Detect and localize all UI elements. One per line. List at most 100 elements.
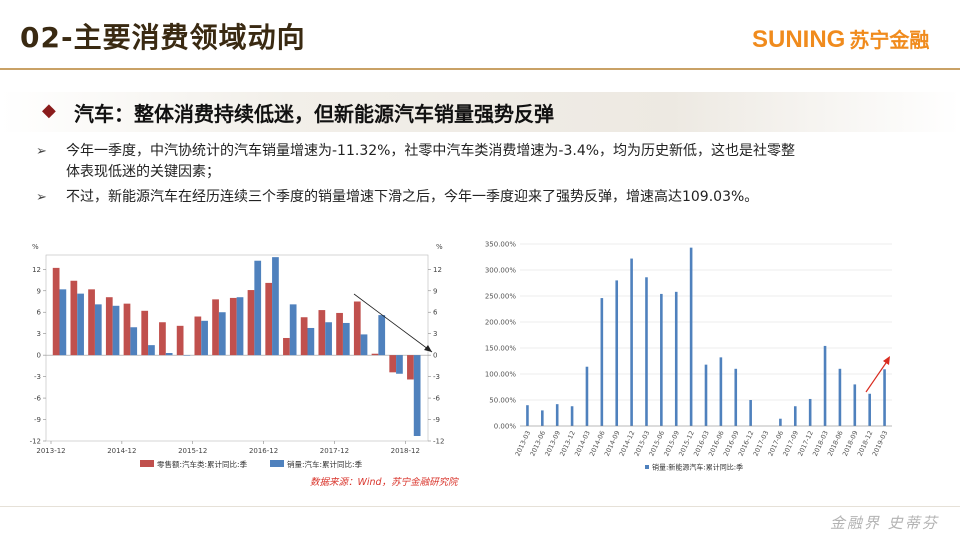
chart1-ytick-label-right: 9 [433, 287, 437, 295]
chart1-ytick-label-right: 3 [433, 330, 437, 338]
sales-bar [130, 327, 138, 356]
nev-bar [734, 368, 738, 426]
sales-bar [396, 355, 403, 374]
nev-bar [704, 364, 708, 426]
chart2-ytick-label: 200.00% [485, 319, 516, 327]
chart1-xtick-label: 2015-12 [178, 447, 207, 455]
nev-bar [555, 404, 559, 426]
retail-bar [176, 325, 184, 356]
chart2-ytick-label: 150.00% [485, 345, 516, 353]
chart1-ytick-label-left: -12 [30, 438, 41, 446]
chart2-ytick-label: 350.00% [485, 241, 516, 249]
retail-bar [194, 316, 202, 356]
retail-bar [265, 282, 273, 356]
retail-bar [105, 297, 113, 356]
retail-bar [52, 267, 60, 356]
nev-bar [883, 369, 886, 426]
chart1-xtick-label: 2017-12 [320, 447, 349, 455]
sales-bar [272, 257, 279, 356]
sales-bar [378, 315, 386, 356]
retail-bar [229, 297, 237, 356]
source-note: 数据来源：Wind，苏宁金融研究院 [310, 476, 459, 488]
sales-bar [342, 322, 350, 356]
retail-bar [283, 337, 290, 356]
nev-bar [585, 366, 589, 426]
chart2-legend-label: 销量:新能源汽车:累计同比:季 [652, 463, 743, 472]
nev-bar [749, 400, 752, 426]
sales-bar [413, 355, 421, 436]
suning-logo: SUNING 苏宁金融 [752, 24, 929, 54]
retail-bar [300, 317, 308, 356]
diamond-bullet-icon: ◆ [42, 100, 56, 121]
nev-bar [808, 398, 812, 426]
arrow-bullet-icon: ➢ [36, 144, 47, 159]
retail-bar [141, 310, 149, 356]
sales-bar [112, 305, 120, 356]
nev-bar [853, 384, 857, 426]
chart1-legend-swatch [270, 460, 284, 467]
chart2-ytick-label: 50.00% [489, 397, 516, 405]
chart1-ytick-label-left: 0 [37, 352, 41, 360]
bullet-text-2: 不过，新能源汽车在经历连续三个季度的销量增速下滑之后，今年一季度迎来了强势反弹，… [66, 187, 926, 208]
chart1-ytick-label-right: -12 [433, 438, 444, 446]
sales-bar [94, 304, 102, 356]
chart1-ytick-label-left: 6 [37, 309, 42, 317]
retail-bar [159, 322, 166, 356]
sales-bar [254, 260, 262, 356]
bullet-1-line-1: 今年一季度，中汽协统计的汽车销量增速为-11.32%，社零中汽车类消费增速为-3… [66, 143, 796, 159]
chart1-ytick-label-left: 9 [37, 287, 41, 295]
sales-bar [201, 320, 208, 356]
sales-bar [289, 304, 297, 356]
chart1-trend-arrow-head [424, 345, 432, 352]
arrow-bullet-icon: ➢ [36, 190, 47, 205]
retail-bar [353, 301, 361, 356]
nev-bar [645, 277, 648, 426]
watermark-signature: 金融界 史蒂芬 [830, 514, 939, 532]
bullet-2-line-1: 不过，新能源汽车在经历连续三个季度的销量增速下滑之后，今年一季度迎来了强势反弹，… [66, 189, 759, 205]
retail-bar [336, 312, 343, 356]
nev-bar [779, 418, 782, 426]
retail-bar [407, 355, 414, 380]
chart1-ytick-label-left: -3 [34, 373, 41, 381]
chart1-ytick-label-left: -9 [34, 416, 41, 424]
chart1-xtick-label: 2018-12 [391, 447, 420, 455]
nev-bar [719, 357, 723, 426]
chart2-ytick-label: 250.00% [485, 293, 516, 301]
nev-bar [689, 247, 693, 426]
title-divider [0, 68, 960, 70]
retail-bar [247, 290, 255, 356]
chart2-ytick-label: 300.00% [485, 267, 516, 275]
chart1-legend-label: 销量:汽车:累计同比:季 [287, 459, 363, 469]
footer-divider [0, 506, 960, 507]
page-title: 02-主要消费领域动向 [20, 21, 306, 54]
retail-bar [318, 310, 326, 356]
subheading-band [0, 92, 960, 132]
sales-bar [183, 355, 191, 356]
retail-bar [389, 355, 397, 373]
sales-bar [77, 293, 84, 356]
logo-text-en: SUNING [752, 26, 846, 53]
nev-bar [793, 406, 797, 426]
retail-bar [70, 280, 78, 356]
chart1-ylabel-right: % [436, 243, 443, 251]
chart1-xtick-label: 2016-12 [249, 447, 278, 455]
retail-bar [212, 299, 219, 356]
sales-bar [325, 322, 332, 356]
nev-bar [526, 405, 529, 426]
chart1-legend-label: 零售额:汽车类:累计同比:季 [157, 459, 248, 469]
chart2-ytick-label: 0.00% [494, 423, 517, 431]
nev-bar [838, 368, 842, 426]
chart2-trend-arrow-line [865, 359, 889, 393]
chart1-ytick-label-right: 0 [433, 352, 437, 360]
retail-bar [88, 289, 95, 356]
bullet-text-1: 今年一季度，中汽协统计的汽车销量增速为-11.32%，社零中汽车类消费增速为-3… [66, 141, 926, 183]
nev-bar [541, 410, 544, 426]
chart1-trend-arrow-line [353, 293, 433, 353]
nev-bar [674, 291, 678, 426]
nev-bar [570, 406, 574, 426]
nev-bar [600, 298, 604, 426]
sales-bar [218, 312, 226, 356]
chart1-ytick-label-right: -6 [433, 395, 441, 403]
chart1-ytick-label-right: -9 [433, 416, 440, 424]
nev-bar [823, 345, 827, 426]
